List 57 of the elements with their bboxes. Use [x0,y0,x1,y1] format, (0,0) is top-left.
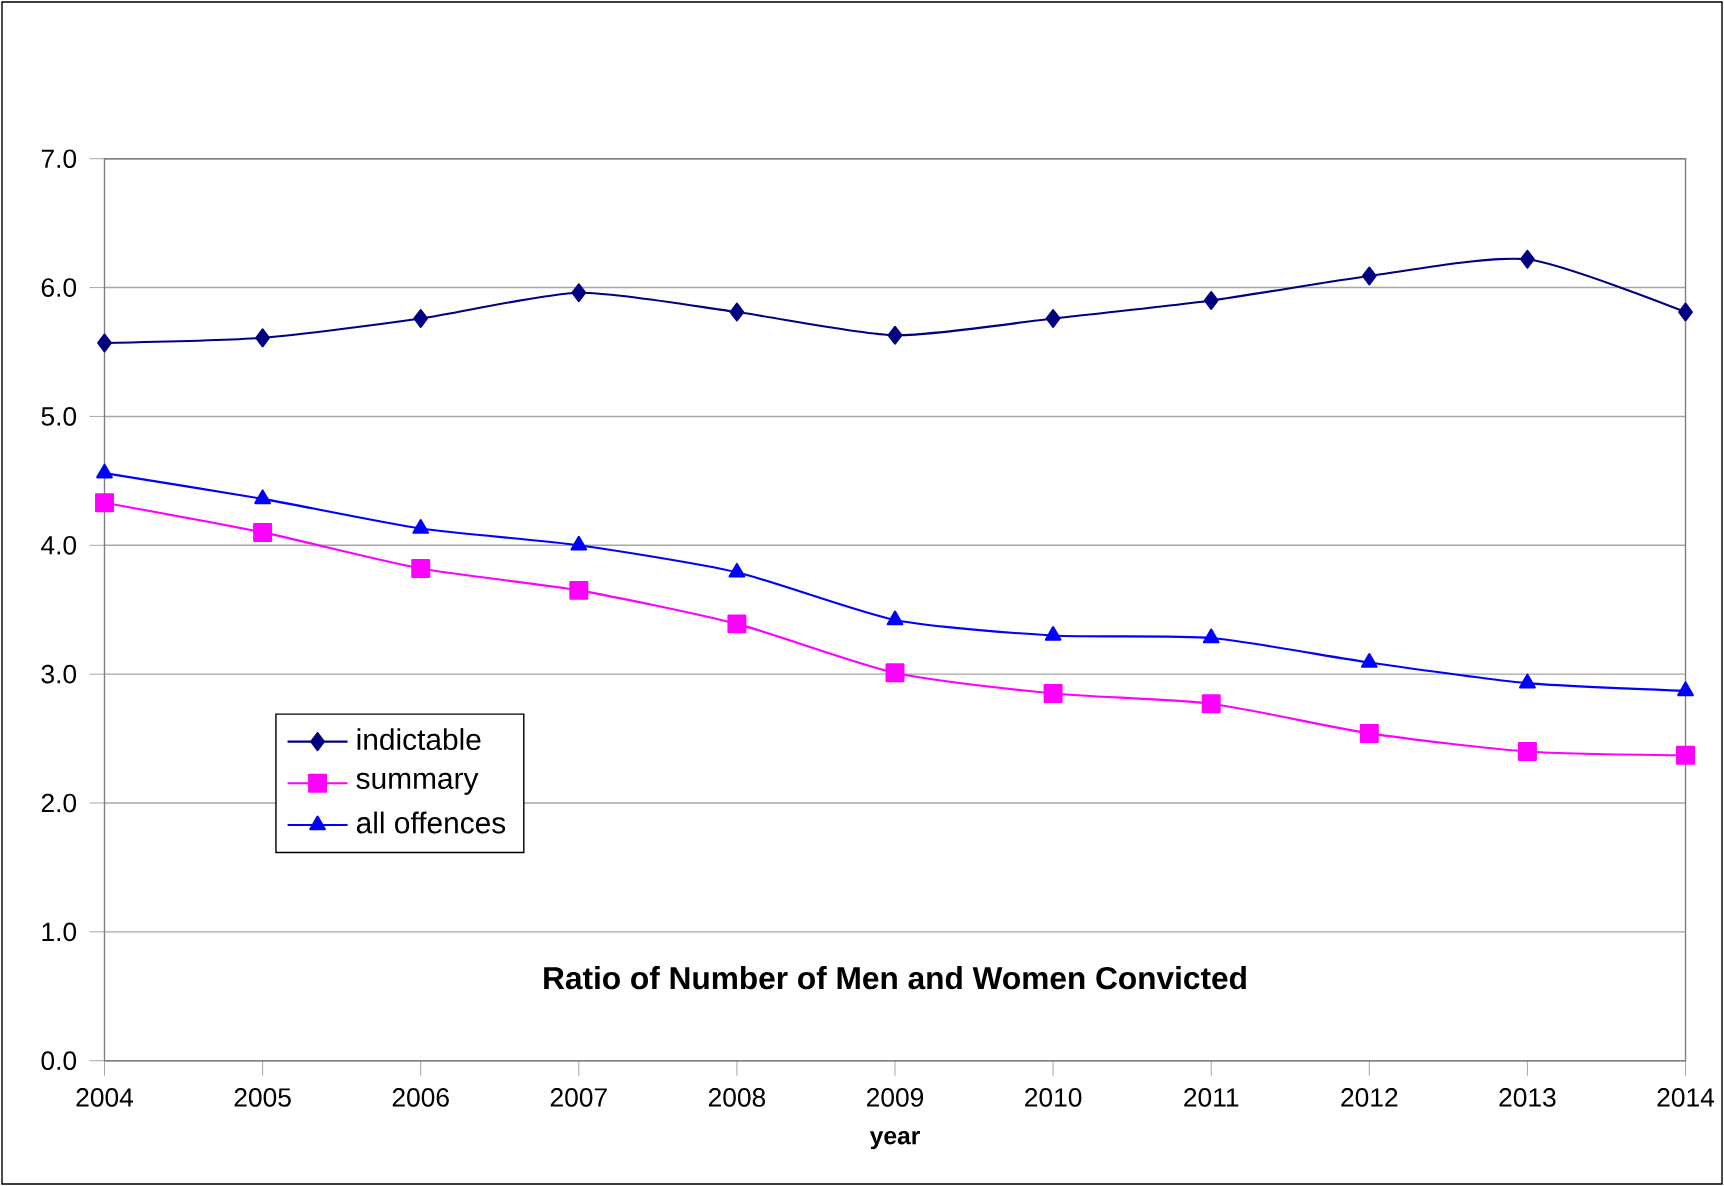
point [1202,628,1220,644]
legend-label: summary [356,772,479,795]
x-tick-label: 2014 [1657,1088,1715,1107]
point [1045,309,1061,328]
point [886,610,904,626]
x-tick-label: 2008 [708,1088,766,1107]
point [887,325,903,345]
point [1676,745,1696,765]
y-tick-label: 2.0 [41,793,77,813]
x-tick-label: 2011 [1184,1088,1239,1107]
y-tick-label: 1.0 [42,922,77,942]
point [1201,694,1221,714]
x-tick-label: 2012 [1341,1088,1398,1107]
point [254,489,271,505]
x-tick-label: 2005 [234,1088,291,1107]
point [727,614,747,634]
point [1677,681,1694,697]
point [1519,673,1536,689]
point [570,535,588,551]
text: Ratio of Number of Men and Women Convicted [544,966,1246,990]
x-tick-label: 2004 [76,1088,134,1107]
legend-label: indictable [357,728,481,751]
point [728,562,746,578]
point [1043,683,1063,703]
point [1203,290,1219,310]
point [1360,653,1378,668]
point [569,580,589,600]
y-tick-label: 7.0 [41,149,77,169]
y-tick-label: 3.0 [41,664,77,684]
y-tick-label: 6.0 [41,278,77,297]
y-tick-label: 4.0 [41,535,77,555]
point [729,302,745,322]
point [255,328,270,348]
point [1678,302,1693,322]
point [1044,625,1062,641]
point [96,463,113,479]
point [411,558,431,578]
point [253,522,273,542]
point [1517,741,1537,761]
point [413,309,429,328]
point [885,663,905,683]
x-tick-label: 2013 [1499,1088,1556,1107]
x-tick-label: 2009 [867,1088,924,1107]
x-axis-title: year [869,1130,920,1150]
point [97,333,112,353]
point [1359,723,1379,743]
x-tick-label: 2007 [550,1088,607,1107]
point [1361,266,1377,286]
point [95,493,114,513]
x-tick-label: 2006 [392,1088,449,1107]
x-tick-label: 2010 [1025,1088,1082,1107]
point [1520,249,1535,269]
y-tick-label: 0.0 [41,1051,77,1071]
legend-label: all offences [356,811,506,834]
point [571,283,587,303]
point [412,519,430,534]
y-tick-label: 5.0 [41,407,77,426]
